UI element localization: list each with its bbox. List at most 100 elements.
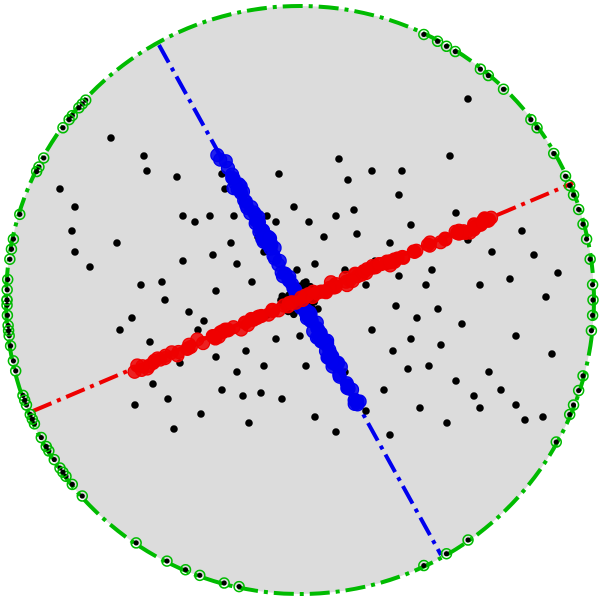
boundary-point-core xyxy=(164,558,170,564)
scatter-point xyxy=(290,203,298,211)
scatter-point xyxy=(380,386,388,394)
scatter-point xyxy=(68,227,76,235)
boundary-point xyxy=(179,563,192,576)
scatter-point xyxy=(332,428,340,436)
boundary-point xyxy=(585,324,598,337)
scatter-point xyxy=(311,260,319,268)
scatter-point xyxy=(530,251,538,259)
boundary-point xyxy=(4,340,17,352)
scatter-point xyxy=(137,281,145,289)
blue-line-point xyxy=(347,392,363,407)
boundary-point-core xyxy=(588,328,594,334)
scatter-point xyxy=(146,338,154,346)
boundary-point xyxy=(580,233,593,245)
boundary-point xyxy=(79,94,92,106)
boundary-point xyxy=(218,577,230,589)
scatter-point xyxy=(398,167,406,175)
scatter-point xyxy=(416,404,424,412)
scatter-point xyxy=(413,314,421,322)
scatter-point xyxy=(425,362,433,370)
red-line-point xyxy=(207,329,222,344)
scatter-point xyxy=(197,410,205,418)
scatter-point xyxy=(230,212,238,220)
scatter-point xyxy=(56,185,64,193)
boundary-point xyxy=(531,122,543,134)
blue-line-point xyxy=(262,230,277,245)
boundary-point-core xyxy=(485,72,491,79)
red-line-point xyxy=(433,235,448,250)
red-line-point xyxy=(406,244,421,259)
boundary-point xyxy=(14,208,26,221)
boundary-point xyxy=(567,399,580,411)
scatter-point xyxy=(512,401,520,409)
blue-line-point xyxy=(320,349,335,364)
boundary-point-core xyxy=(10,358,17,364)
red-line-point xyxy=(220,322,235,337)
scatter-point xyxy=(344,176,352,184)
boundary-point-core xyxy=(7,256,13,262)
scatter-point xyxy=(212,353,220,361)
boundary-point-core xyxy=(553,439,559,445)
boundary-point xyxy=(57,122,69,134)
scatter-point xyxy=(275,170,283,178)
boundary-point xyxy=(418,28,430,41)
boundary-point xyxy=(572,203,585,216)
boundary-point-core xyxy=(10,236,17,242)
boundary-point-core xyxy=(589,282,596,288)
scatter-point xyxy=(452,209,460,217)
boundary-point xyxy=(48,453,61,466)
red-line-point xyxy=(450,225,465,241)
red-line-point xyxy=(395,249,410,265)
scatter-point xyxy=(194,326,202,334)
boundary-point xyxy=(587,294,599,306)
scatter-point xyxy=(302,362,310,370)
scatter-point xyxy=(548,350,556,358)
scatter-point xyxy=(191,218,199,226)
boundary-point-core xyxy=(29,416,35,422)
boundary-point xyxy=(26,413,39,425)
boundary-point-core xyxy=(567,182,573,189)
scatter-point xyxy=(305,218,313,226)
blue-line-point xyxy=(238,194,253,209)
boundary-point-core xyxy=(452,48,458,55)
scatter-point xyxy=(350,206,358,214)
red-line-point xyxy=(359,262,375,277)
boundary-point-core xyxy=(17,211,23,217)
scatter-point xyxy=(86,263,94,271)
boundary-point-core xyxy=(5,276,11,283)
boundary-point-core xyxy=(4,287,10,293)
scatter-point xyxy=(272,218,280,226)
scatter-point xyxy=(542,293,550,301)
scatter-point xyxy=(272,335,280,343)
scatter-point xyxy=(407,221,415,229)
boundary-point xyxy=(418,559,430,572)
boundary-point-core xyxy=(8,343,14,349)
scatter-point xyxy=(206,212,214,220)
scatter-point xyxy=(395,272,403,280)
boundary-point-core xyxy=(551,150,557,157)
boundary-point xyxy=(525,113,537,126)
boundary-point-core xyxy=(421,562,427,569)
scatter-point xyxy=(158,278,166,286)
scatter-point xyxy=(497,386,505,394)
scatter-point xyxy=(458,320,466,328)
blue-line-point xyxy=(339,376,354,391)
boundary-point xyxy=(563,179,576,192)
boundary-point-core xyxy=(76,105,82,111)
scatter-point xyxy=(320,233,328,241)
scatter-point xyxy=(443,419,451,427)
boundary-point xyxy=(482,69,495,82)
scatter-point xyxy=(173,173,181,181)
scatter-point xyxy=(452,377,460,385)
boundary-point-core xyxy=(60,125,66,131)
boundary-point-core xyxy=(43,443,49,450)
boundary-point-core xyxy=(443,43,450,49)
scatter-point xyxy=(437,341,445,349)
scatter-point xyxy=(71,203,79,211)
scatter-point xyxy=(200,317,208,325)
scatter-point xyxy=(506,275,514,283)
boundary-point-core xyxy=(443,551,450,557)
boundary-point-core xyxy=(197,572,203,578)
boundary-point xyxy=(40,440,53,453)
scatter-point xyxy=(362,281,370,289)
